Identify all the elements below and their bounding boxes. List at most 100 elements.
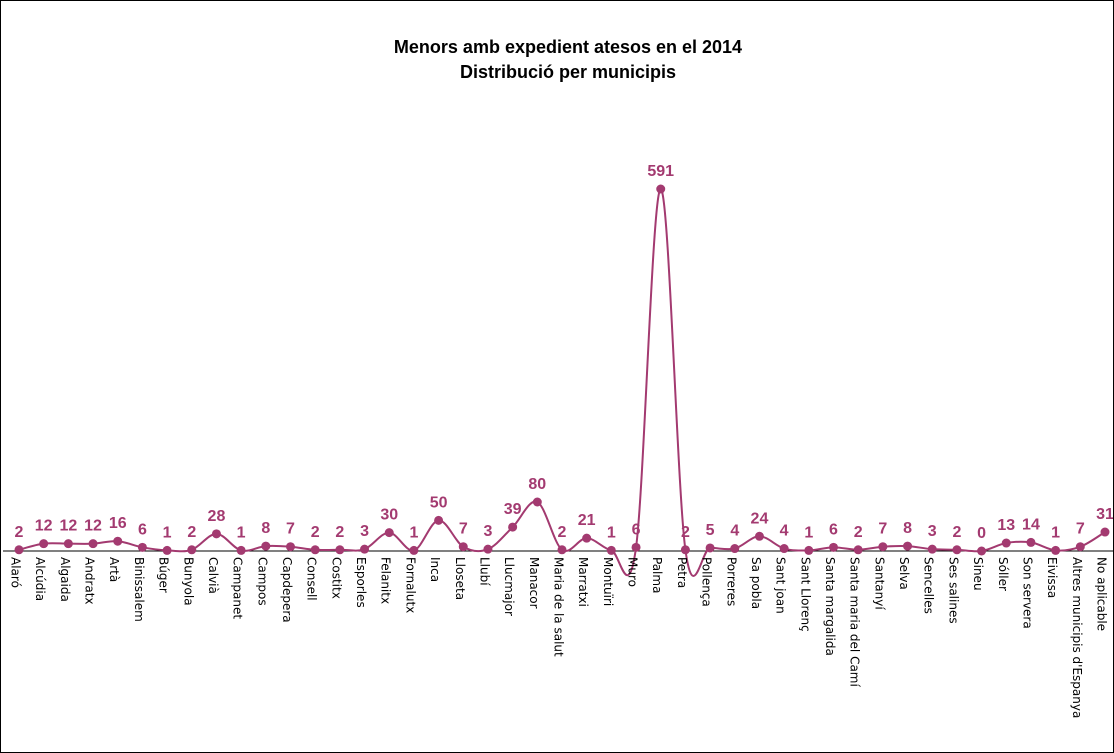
data-point bbox=[730, 544, 740, 554]
x-tick-label: Inca bbox=[428, 557, 442, 582]
x-tick-label: Santa maria del Camí bbox=[848, 557, 862, 687]
data-point bbox=[434, 515, 444, 525]
x-tick-label: Búger bbox=[157, 557, 171, 593]
x-tick-label: Santanyí bbox=[872, 557, 886, 610]
x-tick-label: Llucmajor bbox=[502, 557, 516, 616]
data-label: 1 bbox=[237, 524, 246, 541]
data-point bbox=[63, 539, 73, 549]
series-line bbox=[18, 187, 1106, 577]
data-label: 2 bbox=[681, 524, 690, 541]
data-label: 6 bbox=[632, 521, 641, 538]
x-tick-label: Petra bbox=[675, 557, 689, 588]
data-point bbox=[409, 545, 419, 555]
data-points-layer bbox=[14, 184, 1110, 556]
x-tick-label: Campanet bbox=[231, 557, 245, 619]
data-label: 7 bbox=[1076, 521, 1085, 538]
x-tick-label: Ses salines bbox=[946, 557, 960, 624]
data-label: 3 bbox=[360, 523, 369, 540]
data-label: 8 bbox=[261, 520, 270, 537]
data-label: 2 bbox=[558, 524, 567, 541]
data-label: 8 bbox=[903, 520, 912, 537]
chart-title: Menors amb expedient atesos en el 2014 bbox=[394, 37, 742, 57]
x-tick-label: Alcúdia bbox=[33, 557, 47, 601]
data-label: 4 bbox=[730, 523, 739, 540]
data-label: 2 bbox=[311, 524, 320, 541]
data-point bbox=[1026, 537, 1036, 547]
x-tick-label: Artà bbox=[107, 557, 121, 582]
x-tick-label: Porreres bbox=[724, 557, 738, 606]
x-tick-label: Altres municipis d'Espanya bbox=[1070, 557, 1084, 718]
data-label: 3 bbox=[483, 523, 492, 540]
data-point bbox=[631, 542, 641, 552]
x-tick-label: Son servera bbox=[1020, 557, 1034, 629]
x-tick-label: Esporles bbox=[354, 557, 368, 608]
data-point bbox=[977, 546, 987, 556]
data-label: 2 bbox=[335, 524, 344, 541]
x-tick-label: Selva bbox=[897, 557, 911, 590]
x-tick-label: Campos bbox=[255, 557, 269, 606]
data-label: 591 bbox=[647, 163, 674, 180]
data-point bbox=[853, 545, 863, 555]
x-tick-label: Sineu bbox=[971, 557, 985, 591]
x-tick-label: Montuïri bbox=[601, 557, 615, 606]
x-tick-label: Pollença bbox=[700, 557, 714, 607]
x-tick-label: Sencelles bbox=[922, 557, 936, 614]
data-point bbox=[162, 545, 172, 555]
x-tick-label: Maria de la salut bbox=[552, 557, 566, 657]
data-point bbox=[1100, 527, 1110, 537]
data-label: 6 bbox=[829, 521, 838, 538]
data-label: 1 bbox=[163, 524, 172, 541]
data-label: 7 bbox=[459, 521, 468, 538]
data-point bbox=[508, 522, 518, 532]
x-tick-label: Santa margalida bbox=[823, 557, 837, 656]
data-point bbox=[829, 542, 838, 552]
data-point bbox=[360, 544, 370, 554]
data-label: 50 bbox=[430, 494, 448, 511]
x-tick-labels-layer: Alaró Alcúdia Algaida Andratx Artà Binissalem… bbox=[9, 557, 1109, 718]
data-label: 7 bbox=[878, 521, 887, 538]
x-tick-label: Sant Llorenç bbox=[798, 557, 812, 632]
data-label: 2 bbox=[15, 524, 24, 541]
data-point bbox=[878, 542, 888, 552]
data-point bbox=[137, 542, 147, 552]
data-label: 1 bbox=[409, 524, 418, 541]
data-label: 12 bbox=[35, 518, 53, 535]
data-point bbox=[261, 541, 271, 551]
x-tick-label: Calvià bbox=[206, 557, 220, 594]
data-point bbox=[952, 545, 962, 555]
data-label: 2 bbox=[952, 524, 961, 541]
data-point bbox=[606, 545, 616, 555]
data-point bbox=[236, 545, 246, 555]
x-tick-label: Costitx bbox=[329, 557, 343, 599]
data-label: 2 bbox=[854, 524, 863, 541]
x-tick-label: Sa pobla bbox=[749, 557, 763, 609]
data-label: 31 bbox=[1096, 506, 1113, 523]
data-label: 80 bbox=[528, 476, 546, 493]
x-tick-label: Bunyola bbox=[181, 557, 195, 606]
x-tick-label: Alaró bbox=[9, 557, 23, 588]
data-point bbox=[88, 539, 98, 549]
data-point bbox=[582, 533, 592, 543]
data-point bbox=[804, 545, 814, 555]
data-point bbox=[1001, 538, 1011, 548]
data-label: 1 bbox=[1051, 524, 1060, 541]
x-tick-label: Muro bbox=[626, 557, 640, 587]
x-tick-label: Palma bbox=[650, 557, 664, 593]
data-label: 2 bbox=[187, 524, 196, 541]
x-tick-label: Fornalutx bbox=[403, 557, 417, 613]
data-point bbox=[211, 529, 221, 539]
data-label: 28 bbox=[208, 508, 226, 525]
data-point bbox=[113, 536, 123, 546]
data-point bbox=[656, 184, 666, 194]
data-label: 12 bbox=[59, 518, 77, 535]
x-tick-label: Manacor bbox=[527, 557, 541, 609]
chart-subtitle: Distribució per municipis bbox=[460, 62, 676, 82]
data-label: 21 bbox=[578, 512, 596, 529]
data-point bbox=[1051, 545, 1061, 555]
data-point bbox=[779, 544, 789, 554]
data-label: 12 bbox=[84, 518, 102, 535]
x-tick-label: No aplicable bbox=[1095, 557, 1109, 631]
data-label: 39 bbox=[504, 501, 522, 518]
data-point bbox=[557, 545, 567, 555]
